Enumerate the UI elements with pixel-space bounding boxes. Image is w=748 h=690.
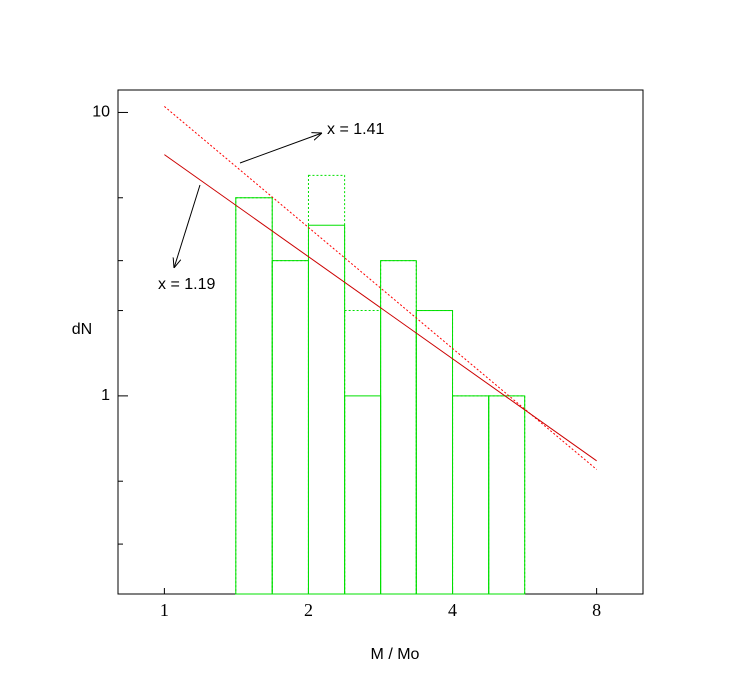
histogram-bar: [488, 395, 526, 595]
fit-line: [164, 154, 597, 462]
x-tick-label: 2: [304, 600, 313, 620]
histogram-bar: [488, 395, 526, 595]
histogram-bar: [307, 174, 346, 595]
x-tick-label: 4: [448, 600, 457, 620]
histogram-bar: [344, 310, 382, 595]
annotation: x = 1.41: [327, 121, 384, 138]
histogram-bar: [452, 395, 490, 595]
histogram-bar: [271, 260, 309, 595]
y-axis-label: dN: [72, 321, 92, 338]
y-tick-label: 10: [92, 104, 110, 121]
x-axis-label: M / Mo: [371, 646, 420, 663]
annotation: x = 1.19: [158, 276, 215, 293]
annotation-arrow: [174, 184, 201, 268]
histogram-bar: [271, 260, 309, 595]
histogram-bar: [344, 395, 382, 595]
histogram-bar: [380, 260, 417, 595]
histogram-bar: [235, 197, 273, 595]
histogram-bar: [415, 310, 454, 595]
histogram-bar: [452, 395, 490, 595]
x-tick-label: 1: [160, 600, 169, 620]
histogram-bar: [307, 224, 346, 595]
y-tick-label: 1: [101, 387, 110, 404]
histogram-bar: [415, 310, 454, 595]
annotation-arrow: [239, 133, 322, 164]
histogram-bar: [235, 197, 273, 595]
histogram-bar: [380, 260, 417, 595]
x-tick-label: 8: [592, 600, 601, 620]
